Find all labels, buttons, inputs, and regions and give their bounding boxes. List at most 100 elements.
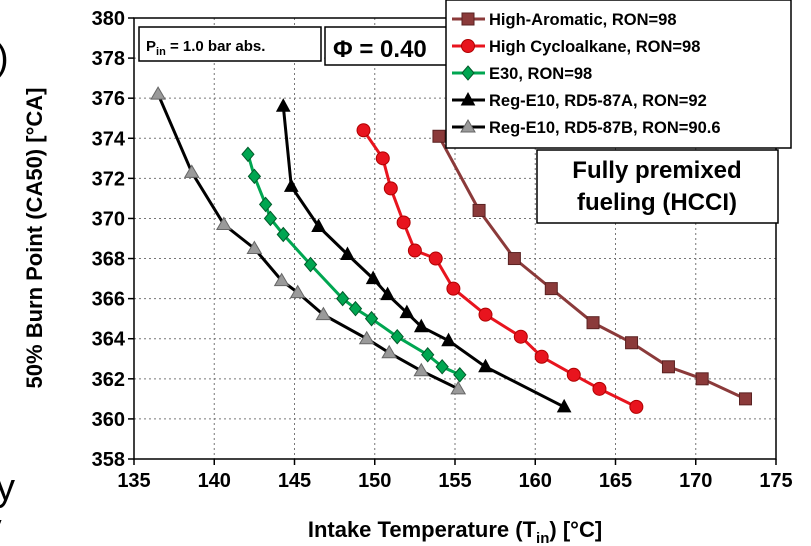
data-point: [432, 129, 446, 143]
x-tick-label: 175: [759, 470, 792, 492]
data-point: [246, 240, 263, 255]
data-point: [566, 367, 581, 382]
mode-annotation-line1: Fully premixed: [572, 157, 741, 184]
data-point: [356, 123, 371, 138]
data-point: [478, 358, 493, 373]
series-layer: [150, 86, 753, 414]
data-point: [276, 226, 290, 243]
legend-swatch-marker: [460, 119, 476, 133]
y-tick-label: 364: [92, 329, 126, 351]
data-point: [335, 290, 350, 307]
data-point: [383, 181, 398, 196]
data-point: [241, 146, 255, 163]
data-point: [428, 251, 443, 266]
data-point: [183, 164, 200, 178]
series-4: [150, 86, 467, 395]
data-point: [586, 316, 600, 330]
data-point: [592, 381, 607, 396]
data-point: [263, 210, 278, 227]
y-tick-label: 376: [92, 88, 125, 110]
data-point: [216, 216, 232, 230]
data-point: [739, 392, 753, 406]
data-point: [358, 330, 375, 345]
y-tick-label: 366: [92, 289, 125, 311]
data-point: [534, 349, 549, 364]
data-point: [513, 329, 528, 344]
data-point: [273, 272, 290, 287]
data-point: [399, 304, 415, 319]
data-point: [478, 307, 493, 322]
y-tick-label: 370: [92, 208, 125, 230]
x-tick-label: 145: [278, 470, 311, 492]
data-point: [441, 332, 456, 347]
mode-box: [536, 149, 779, 224]
clipped-text-1: ): [0, 37, 9, 79]
series-1: [356, 123, 644, 414]
legend-swatch-marker: [461, 39, 475, 53]
data-point: [413, 318, 429, 333]
series-3: [275, 98, 572, 413]
data-point: [275, 98, 291, 112]
data-point: [446, 281, 461, 296]
data-point: [311, 218, 326, 232]
data-point: [407, 243, 422, 258]
x-tick-label: 140: [198, 470, 231, 492]
data-point: [390, 328, 404, 345]
data-point: [258, 196, 273, 213]
legend-label: E30, RON=98: [489, 65, 592, 83]
series-0: [432, 129, 753, 406]
legend-box: [445, 0, 792, 149]
y-tick-label: 358: [92, 449, 125, 471]
data-point: [289, 284, 306, 299]
data-point: [315, 306, 332, 321]
data-point: [375, 151, 390, 166]
data-point: [544, 282, 558, 296]
y-axis-title: 50% Burn Point (CA50) [°CA]: [22, 88, 47, 389]
x-tick-label: 160: [519, 470, 552, 492]
data-point: [340, 246, 355, 261]
data-point: [365, 270, 381, 285]
data-point: [556, 398, 572, 413]
data-point: [629, 399, 644, 414]
data-point: [283, 178, 299, 192]
legend-swatch-marker: [461, 12, 475, 26]
x-tick-label: 165: [599, 470, 632, 492]
data-point: [472, 203, 486, 217]
y-tick-label: 372: [92, 168, 125, 190]
data-point: [453, 367, 467, 383]
data-point: [435, 359, 449, 375]
clipped-text-3: ry: [0, 507, 2, 546]
data-point: [507, 252, 521, 266]
y-tick-label: 368: [92, 249, 125, 271]
legend-label: High-Aromatic, RON=98: [489, 11, 677, 29]
y-tick-label: 378: [92, 48, 125, 70]
x-tick-label: 155: [438, 470, 471, 492]
mode-annotation-line2: fueling (HCCI): [577, 189, 737, 216]
series-2: [241, 146, 467, 383]
x-tick-label: 150: [358, 470, 391, 492]
data-point: [150, 86, 166, 100]
data-point: [364, 310, 379, 327]
x-tick-label: 170: [679, 470, 712, 492]
clipped-text-2: y: [0, 467, 15, 509]
y-tick-label: 374: [92, 128, 126, 150]
data-point: [450, 380, 467, 395]
x-axis-title: Intake Temperature (Tin) [°C]: [308, 517, 602, 546]
legend: High-Aromatic, RON=98 High Cycloalkane, R…: [445, 0, 792, 149]
y-tick-label: 380: [92, 8, 125, 30]
phi-annotation: Φ = 0.40: [333, 36, 427, 63]
data-point: [421, 346, 435, 363]
data-point: [396, 215, 411, 230]
pressure-annotation: Pin = 1.0 bar abs.: [146, 38, 265, 58]
legend-swatch-marker: [461, 65, 475, 81]
data-point: [348, 300, 363, 317]
y-tick-label: 362: [92, 369, 125, 391]
pressure-box: [138, 26, 322, 62]
data-point: [625, 336, 639, 350]
data-point: [661, 360, 675, 374]
data-point: [695, 372, 709, 386]
legend-label: High Cycloalkane, RON=98: [489, 38, 700, 56]
data-point: [381, 344, 398, 359]
data-point: [413, 362, 430, 377]
